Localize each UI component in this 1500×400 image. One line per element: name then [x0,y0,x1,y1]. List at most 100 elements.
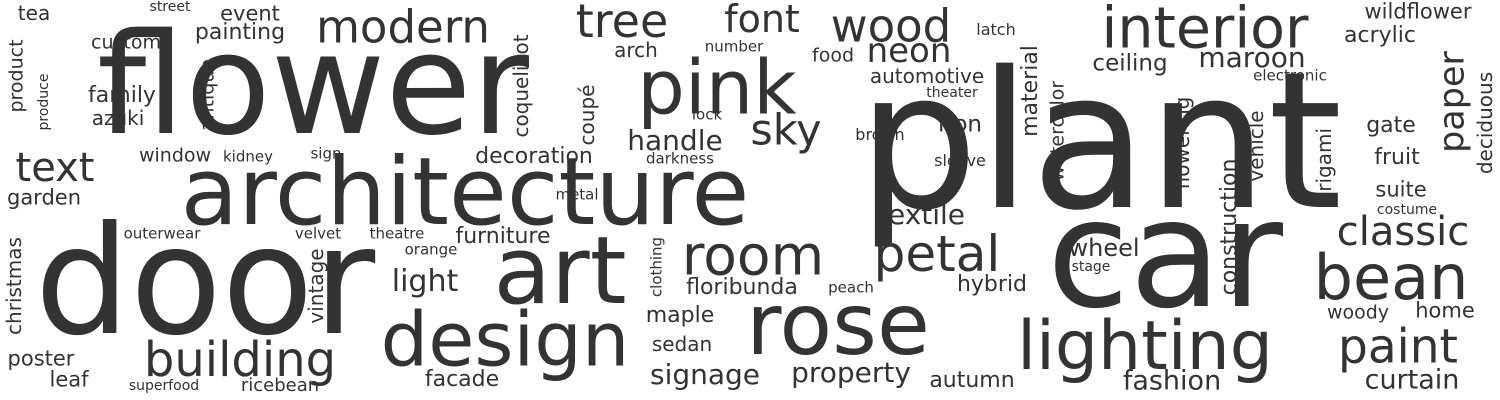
word-number: number [704,37,764,56]
word-decoration: decoration [475,144,593,169]
word-family: family [88,83,156,108]
word-suite: suite [1375,177,1427,202]
word-art: art [493,217,627,326]
word-vehicle: vehicle [1244,110,1268,182]
word-poster: poster [7,346,75,371]
word-wood: wood [830,0,952,53]
word-fashion: fashion [1122,365,1222,397]
word-darkness: darkness [646,149,714,168]
word-building: building [143,332,337,388]
word-coupe: coupé [575,84,599,146]
word-azuki: azuki [91,106,145,130]
word-deciduous: deciduous [1473,71,1497,175]
word-orange: orange [404,240,458,259]
word-paint: paint [1338,319,1458,375]
word-interior: interior [1101,0,1309,62]
word-stage: stage [1071,259,1111,275]
word-architecture: architecture [180,138,750,247]
word-construction: construction [1217,158,1242,296]
word-kidney: kidney [223,147,273,166]
word-modern: modern [316,0,490,54]
word-fruit: fruit [1374,145,1420,170]
word-pink: pink [637,43,797,132]
word-design: design [380,295,630,384]
word-velvet: velvet [294,224,342,243]
word-event: event [220,1,280,26]
word-origami: origami [1312,127,1336,205]
word-text: text [15,145,95,191]
word-material: material [1018,45,1043,137]
word-flowering: flowering [1170,96,1194,190]
word-lock: lock [691,105,723,124]
word-theatre: theatre [369,224,425,243]
word-window: window [138,144,212,167]
word-lighting: lighting [1017,307,1273,386]
word-paper: paper [1432,51,1473,153]
word-tree: tree [575,0,669,48]
word-outerwear: outerwear [123,224,201,243]
word-electronic: electronic [1253,66,1327,85]
word-wheel: wheel [1068,234,1140,262]
word-iron: iron [938,111,982,138]
word-theater: theater [926,85,978,101]
word-coquelicot: coquelicot [509,34,533,138]
word-vintage: vintage [304,248,328,324]
word-sky: sky [750,105,822,156]
word-watercolor: watercolor [1046,80,1069,182]
word-custom: custom [91,31,161,54]
word-woody: woody [1326,301,1390,324]
word-garden: garden [6,185,82,210]
word-product: product [5,39,28,113]
word-ceiling: ceiling [1092,50,1168,77]
word-room: room [681,223,825,288]
word-sedan: sedan [651,332,713,356]
word-peach: peach [828,278,874,297]
word-autumn: autumn [929,368,1015,393]
word-ricebean: ricebean [240,375,320,396]
word-metal: metal [555,185,599,204]
word-signage: signage [649,358,761,391]
word-handle: handle [627,124,723,157]
word-acrylic: acrylic [1344,23,1416,48]
word-food: food [812,44,854,67]
word-property: property [791,356,911,389]
word-automotive: automotive [869,64,985,88]
word-car: car [1046,168,1284,342]
word-brown: brown [855,125,905,144]
word-floribunda: floribunda [686,275,798,300]
word-superfood: superfood [128,378,200,394]
word-plant: plant [857,31,1343,252]
word-sleeve: sleeve [934,151,986,170]
word-curtain: curtain [1364,364,1460,396]
word-furniture: furniture [455,224,551,249]
word-tea: tea [17,1,51,25]
word-maroon: maroon [1198,41,1306,74]
word-facade: facade [424,367,500,392]
word-antique: antique [196,58,219,132]
word-clothing: clothing [647,236,666,298]
word-rose: rose [746,275,930,375]
word-font: font [724,0,800,41]
word-flower: flower [96,4,530,167]
word-sign: sign [310,144,342,163]
word-maple: maple [645,303,715,328]
word-latch: latch [976,20,1016,39]
word-leaf: leaf [49,367,89,392]
word-door: door [34,195,376,369]
word-costume: costume [1376,202,1438,218]
word-gate: gate [1366,113,1416,138]
word-hybrid: hybrid [956,272,1028,297]
word-produce: produce [36,73,52,131]
word-textile: textile [876,198,966,231]
word-painting: painting [194,20,286,45]
word-street: street [149,0,191,15]
word-petal: petal [873,225,1001,283]
word-classic: classic [1336,209,1470,255]
word-home: home [1415,298,1475,323]
word-christmas: christmas [2,237,26,335]
word-wildflower: wildflower [1364,0,1472,24]
word-bean: bean [1313,241,1469,314]
word-neon: neon [866,31,952,71]
word-arch: arch [614,38,658,62]
